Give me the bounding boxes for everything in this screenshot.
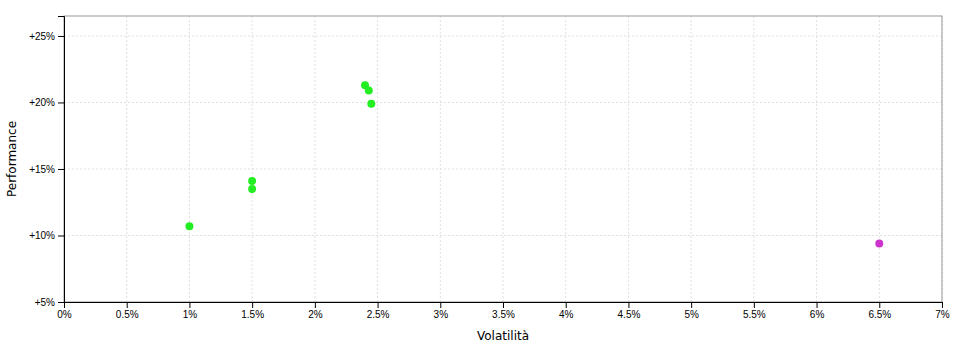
- grid-line-x: [189, 16, 190, 302]
- tick-mark: [942, 302, 943, 308]
- tick: 6.5%: [868, 302, 891, 320]
- grid-line-x: [377, 16, 378, 302]
- tick-label: 3.5%: [492, 309, 515, 320]
- grid-line-x: [126, 16, 127, 302]
- tick: +10%: [29, 230, 64, 241]
- tick-label: 2.5%: [367, 309, 390, 320]
- y-axis-title: Performance: [5, 121, 19, 197]
- chart: 0% 0.5% 1% 1.5% 2% 2.5% 3% 3.5% 4% 4.5% 5% 5.5% 6% 6.…: [0, 0, 966, 350]
- point: [248, 177, 256, 185]
- grid-line-x: [628, 16, 629, 302]
- tick: 3.5%: [492, 302, 515, 320]
- plot-frame: [64, 16, 942, 302]
- point: [365, 87, 373, 95]
- grid-line-y: [64, 35, 942, 36]
- y-axis: +5% +10% +15% +20% +25%: [29, 17, 64, 308]
- tick: +5%: [35, 297, 64, 308]
- tick-label: 0%: [57, 309, 72, 320]
- point: [875, 239, 883, 247]
- grid-line-y: [64, 168, 942, 169]
- tick-label: 1%: [183, 309, 198, 320]
- series: [875, 239, 883, 247]
- grid-line-x: [879, 16, 880, 302]
- tick: 5%: [684, 302, 699, 320]
- grid-line-x: [691, 16, 692, 302]
- tick-mark: [566, 302, 567, 308]
- tick-label: +5%: [35, 297, 55, 308]
- grid-line-x: [252, 16, 253, 302]
- tick-mark: [58, 102, 64, 103]
- tick: 2%: [308, 302, 323, 320]
- tick-label: 4%: [559, 309, 574, 320]
- tick-mark: [189, 302, 190, 308]
- grid-line-x: [753, 16, 754, 302]
- tick: 5.5%: [743, 302, 766, 320]
- tick-mark: [127, 302, 128, 308]
- tick-mark: [378, 302, 379, 308]
- tick: 4%: [559, 302, 574, 320]
- tick-label: +25%: [29, 31, 55, 42]
- tick: 0.5%: [116, 302, 139, 320]
- tick: 1.5%: [241, 302, 264, 320]
- tick-mark: [879, 302, 880, 308]
- grid-line-x: [503, 16, 504, 302]
- tick-label: 0.5%: [116, 309, 139, 320]
- tick-label: 5%: [684, 309, 699, 320]
- grid-line-x: [314, 16, 315, 302]
- point: [367, 100, 375, 108]
- tick-label: 7%: [935, 309, 950, 320]
- grid-line-y: [64, 235, 942, 236]
- plot: 0% 0.5% 1% 1.5% 2% 2.5% 3% 3.5% 4% 4.5% 5% 5.5% 6% 6.…: [29, 16, 950, 320]
- grid-line-y: [64, 102, 942, 103]
- tick-mark: [315, 302, 316, 308]
- tick-mark: [58, 36, 64, 37]
- tick-label: 6%: [810, 309, 825, 320]
- tick-label: 1.5%: [241, 309, 264, 320]
- tick-mark: [252, 302, 253, 308]
- tick: 6%: [810, 302, 825, 320]
- point: [185, 222, 193, 230]
- point: [248, 185, 256, 193]
- tick: +15%: [29, 164, 64, 175]
- tick-mark: [58, 302, 64, 303]
- grid-line-x: [565, 16, 566, 302]
- tick: +20%: [29, 97, 64, 108]
- axis-line: [65, 303, 943, 309]
- tick-mark: [503, 302, 504, 308]
- tick: 7%: [935, 302, 950, 320]
- tick-label: 5.5%: [743, 309, 766, 320]
- tick-label: 4.5%: [618, 309, 641, 320]
- tick-label: +15%: [29, 164, 55, 175]
- tick-label: 2%: [308, 309, 323, 320]
- tick-mark: [628, 302, 629, 308]
- axis-line: [58, 17, 65, 303]
- tick-mark: [58, 235, 64, 236]
- tick-mark: [691, 302, 692, 308]
- grid-line-x: [440, 16, 441, 302]
- tick-mark: [58, 169, 64, 170]
- tick: 4.5%: [618, 302, 641, 320]
- tick: +25%: [29, 31, 64, 42]
- tick: 1%: [183, 302, 198, 320]
- tick-label: +10%: [29, 230, 55, 241]
- x-axis-title: Volatilità: [477, 329, 529, 343]
- x-axis: 0% 0.5% 1% 1.5% 2% 2.5% 3% 3.5% 4% 4.5% 5% 5.5% 6% 6.…: [57, 302, 950, 320]
- tick: 3%: [434, 302, 449, 320]
- tick-mark: [440, 302, 441, 308]
- tick-label: 6.5%: [868, 309, 891, 320]
- series: [185, 81, 375, 230]
- grid: [64, 16, 942, 302]
- tick: 2.5%: [367, 302, 390, 320]
- tick: 0%: [57, 302, 72, 320]
- tick-label: 3%: [434, 309, 449, 320]
- tick-mark: [817, 302, 818, 308]
- grid-line-x: [816, 16, 817, 302]
- marks: [185, 81, 883, 247]
- tick-label: +20%: [29, 97, 55, 108]
- tick-mark: [754, 302, 755, 308]
